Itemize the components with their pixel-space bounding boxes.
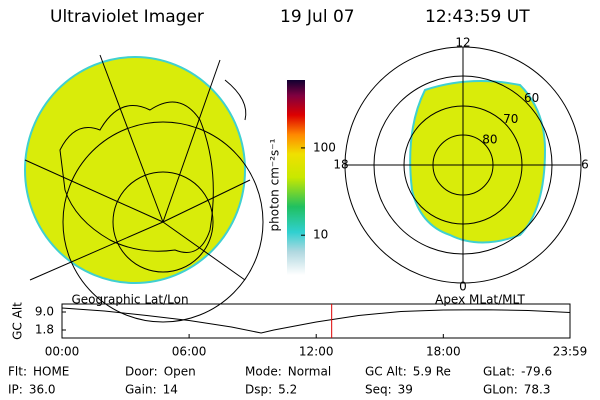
- field-value: 5.2: [278, 383, 297, 397]
- geo-image: [24, 54, 264, 323]
- mlat-label: 60: [524, 91, 539, 105]
- title: Ultraviolet Imager: [50, 7, 204, 27]
- colorbar-tick-label: 100: [313, 140, 336, 154]
- x-tick-label: 00:00: [45, 345, 80, 359]
- field-label: IP:: [8, 383, 23, 397]
- x-tick-label: 18:00: [426, 345, 461, 359]
- field-value: 5.9 Re: [413, 365, 451, 379]
- x-tick-label: 12:00: [299, 345, 334, 359]
- field-label: Dsp:: [245, 383, 272, 397]
- mlat-label: 70: [503, 112, 518, 126]
- field-value: 36.0: [29, 383, 56, 397]
- mlt-label: 0: [459, 280, 467, 294]
- polar-label: Apex MLat/MLT: [435, 293, 525, 307]
- polar-image: [344, 46, 582, 284]
- field-label: Gain:: [125, 383, 157, 397]
- colorbar-tick-label: 10: [313, 228, 328, 242]
- date: 19 Jul 07: [280, 7, 355, 27]
- field-value: 14: [163, 383, 178, 397]
- field-label: Flt:: [8, 365, 27, 379]
- x-tick-label: 06:00: [172, 345, 207, 359]
- field-value: Normal: [288, 365, 331, 379]
- field-label: Seq:: [365, 383, 392, 397]
- y-tick-label: 1.8: [35, 323, 54, 337]
- plot-frame: [61, 303, 571, 339]
- mlt-label: 12: [455, 36, 470, 50]
- x-tick-label: 23:59: [553, 345, 588, 359]
- y-axis-label: GC Alt: [11, 302, 25, 340]
- mlt-label: 6: [581, 158, 589, 172]
- geo-label: Geographic Lat/Lon: [71, 293, 188, 307]
- colorbar-label: photon cm⁻²s⁻¹: [268, 138, 282, 231]
- line: [61, 307, 571, 334]
- field-value: Open: [164, 365, 196, 379]
- field-value: HOME: [33, 365, 69, 379]
- field-label: Door:: [125, 365, 158, 379]
- field-label: Mode:: [245, 365, 282, 379]
- field-value: 78.3: [524, 383, 551, 397]
- field-label: GC Alt:: [365, 365, 407, 379]
- field-label: GLat:: [483, 365, 515, 379]
- mlt-label: 18: [333, 158, 348, 172]
- colorbar: [287, 80, 305, 275]
- y-tick-label: 9.0: [35, 305, 54, 319]
- time: 12:43:59 UT: [425, 7, 530, 27]
- mlat-label: 80: [482, 133, 497, 147]
- field-value: -79.6: [521, 365, 552, 379]
- field-label: GLon:: [483, 383, 518, 397]
- field-value: 39: [398, 383, 413, 397]
